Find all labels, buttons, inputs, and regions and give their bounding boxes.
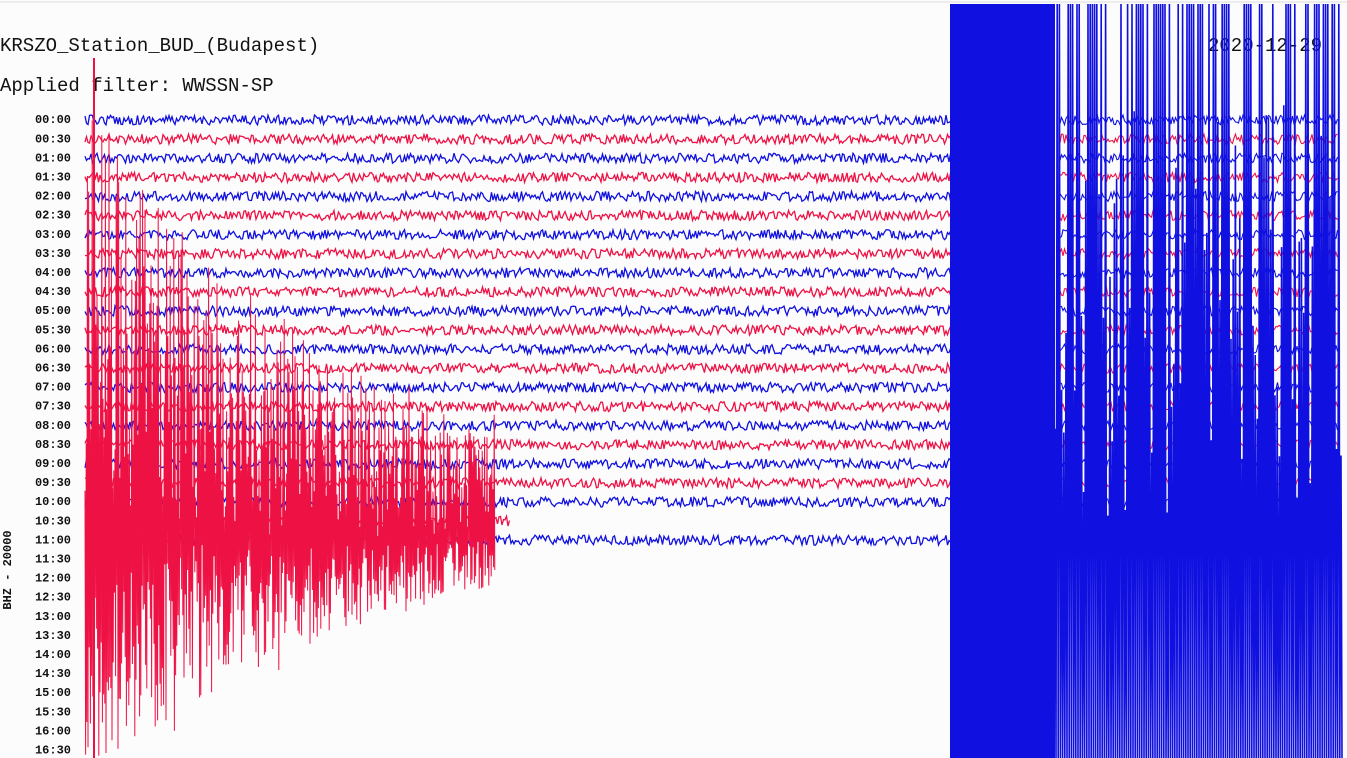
trace [84, 342, 953, 357]
traces [84, 3, 1343, 758]
time-label: 10:30 [35, 514, 71, 528]
time-labels: 00:00 00:30 01:00 01:30 02:00 02:30 03:00 03:30… [35, 113, 71, 757]
saturated-trace [1054, 3, 1343, 758]
time-label: 03:00 [35, 228, 71, 242]
time-label: 07:00 [35, 381, 71, 395]
trace [84, 322, 952, 338]
time-label: 11:00 [35, 533, 71, 547]
time-label: 06:00 [35, 342, 71, 356]
filter-label: Applied filter: WWSSN-SP [0, 75, 274, 97]
saturated-block [950, 4, 1055, 758]
time-label: 00:00 [35, 113, 71, 127]
time-label: 02:00 [35, 190, 71, 204]
time-label: 16:30 [35, 743, 71, 757]
time-label: 09:30 [35, 476, 71, 490]
trace [84, 380, 953, 395]
time-label: 02:30 [35, 209, 71, 223]
time-label: 04:00 [35, 266, 71, 280]
time-label: 12:00 [35, 572, 71, 586]
time-label: 03:30 [35, 247, 71, 261]
axis-label: BHZ - 20000 [1, 530, 15, 609]
time-label: 10:00 [35, 495, 71, 509]
time-label: 15:30 [35, 705, 71, 719]
time-label: 01:30 [35, 170, 71, 184]
trace [84, 170, 953, 185]
trace [84, 246, 953, 262]
trace [84, 112, 952, 128]
trace [84, 151, 953, 166]
time-label: 14:00 [35, 648, 71, 662]
trace [84, 265, 953, 281]
time-label: 15:00 [35, 686, 71, 700]
time-label: 05:30 [35, 323, 71, 337]
trace [84, 227, 953, 243]
time-label: 16:00 [35, 724, 71, 738]
trace [84, 284, 953, 300]
trace [84, 361, 953, 376]
time-label: 13:00 [35, 610, 71, 624]
time-label: 04:30 [35, 285, 71, 299]
time-label: 11:30 [35, 552, 71, 566]
trace [84, 399, 952, 414]
time-label: 06:30 [35, 361, 71, 375]
trace [84, 208, 953, 223]
time-label: 05:00 [35, 304, 71, 318]
time-label: 09:00 [35, 457, 71, 471]
quake-trace [84, 120, 496, 756]
date-label: 2020-12-29 [1208, 35, 1322, 57]
time-label: 00:30 [35, 132, 71, 146]
trace [84, 418, 953, 433]
trace [84, 188, 953, 204]
time-label: 01:00 [35, 151, 71, 165]
time-label: 08:30 [35, 438, 71, 452]
time-label: 14:30 [35, 667, 71, 681]
time-label: 12:30 [35, 591, 71, 605]
trace [84, 131, 953, 147]
time-label: 07:30 [35, 400, 71, 414]
time-label: 08:00 [35, 419, 71, 433]
trace [84, 303, 953, 319]
station-title: KRSZO_Station_BUD_(Budapest) [0, 35, 319, 57]
time-label: 13:30 [35, 629, 71, 643]
